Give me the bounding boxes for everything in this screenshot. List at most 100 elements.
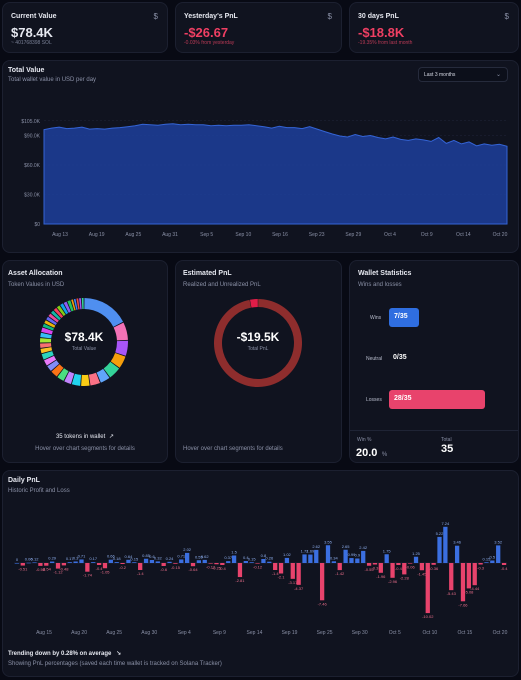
pnl-bar[interactable] bbox=[443, 526, 448, 563]
pnl-bar[interactable] bbox=[237, 563, 243, 578]
estimated-pnl-donut[interactable] bbox=[210, 295, 306, 391]
donut-segment[interactable] bbox=[249, 299, 258, 308]
pnl-bar[interactable] bbox=[138, 563, 143, 570]
pnl-bar[interactable] bbox=[425, 563, 430, 614]
pnl-bar[interactable] bbox=[466, 563, 471, 589]
pnl-bar[interactable] bbox=[44, 563, 49, 566]
pnl-bar[interactable] bbox=[50, 561, 55, 563]
pnl-bar[interactable] bbox=[319, 563, 325, 601]
donut-segment[interactable] bbox=[53, 307, 64, 318]
donut-segment[interactable] bbox=[76, 298, 80, 310]
range-select[interactable]: Last 3 months ⌄ bbox=[418, 67, 508, 82]
pnl-bar[interactable] bbox=[366, 563, 372, 566]
pnl-bar[interactable] bbox=[20, 563, 25, 566]
pnl-bar[interactable] bbox=[32, 562, 37, 563]
donut-segment[interactable] bbox=[103, 361, 120, 378]
pnl-bar[interactable] bbox=[249, 562, 254, 563]
pnl-bar[interactable] bbox=[278, 563, 284, 574]
donut-segment[interactable] bbox=[96, 368, 110, 383]
pnl-bar[interactable] bbox=[120, 563, 125, 564]
pnl-bar[interactable] bbox=[67, 562, 72, 563]
pnl-bar[interactable] bbox=[114, 562, 119, 563]
donut-segment[interactable] bbox=[42, 323, 54, 331]
pnl-bar[interactable] bbox=[243, 561, 248, 563]
donut-segment[interactable] bbox=[44, 320, 56, 328]
pnl-bar[interactable] bbox=[226, 561, 231, 563]
donut-segment[interactable] bbox=[63, 301, 71, 313]
pnl-bar[interactable] bbox=[167, 561, 172, 563]
pnl-bar[interactable] bbox=[126, 559, 131, 563]
pnl-bar[interactable] bbox=[361, 550, 366, 563]
pnl-bar[interactable] bbox=[449, 563, 454, 591]
donut-segment[interactable] bbox=[40, 332, 52, 339]
pnl-bar[interactable] bbox=[296, 563, 301, 585]
pnl-bar[interactable] bbox=[408, 563, 413, 564]
pnl-bar[interactable] bbox=[478, 563, 483, 565]
donut-segment[interactable] bbox=[56, 305, 66, 317]
pnl-bar[interactable] bbox=[185, 552, 190, 563]
donut-segment[interactable] bbox=[57, 368, 69, 381]
pnl-bar[interactable] bbox=[284, 557, 290, 563]
pnl-bar[interactable] bbox=[331, 561, 336, 563]
pnl-bar[interactable] bbox=[190, 563, 196, 567]
pnl-bar[interactable] bbox=[372, 563, 378, 565]
donut-segment[interactable] bbox=[88, 372, 101, 386]
donut-segment[interactable] bbox=[81, 374, 90, 386]
pnl-bar[interactable] bbox=[61, 563, 67, 566]
pnl-bar[interactable] bbox=[79, 559, 84, 563]
donut-segment[interactable] bbox=[71, 299, 76, 311]
pnl-bar[interactable] bbox=[308, 554, 313, 563]
donut-segment[interactable] bbox=[41, 351, 54, 360]
pnl-bar[interactable] bbox=[55, 563, 61, 569]
pnl-bar[interactable] bbox=[302, 554, 307, 563]
pnl-bar[interactable] bbox=[314, 549, 319, 563]
pnl-bar[interactable] bbox=[26, 562, 31, 564]
pnl-bar[interactable] bbox=[96, 563, 102, 565]
donut-segment[interactable] bbox=[40, 347, 53, 354]
pnl-bar[interactable] bbox=[501, 563, 507, 565]
pnl-bar[interactable] bbox=[290, 563, 295, 579]
pnl-bar[interactable] bbox=[490, 560, 495, 564]
pnl-bar[interactable] bbox=[261, 559, 266, 563]
donut-segment[interactable] bbox=[64, 371, 75, 385]
pnl-bar[interactable] bbox=[102, 563, 108, 569]
donut-segment[interactable] bbox=[110, 353, 126, 368]
pnl-bar[interactable] bbox=[390, 563, 395, 578]
pnl-bar[interactable] bbox=[419, 563, 425, 571]
donut-segment[interactable] bbox=[73, 298, 78, 310]
pnl-bar[interactable] bbox=[208, 563, 213, 564]
pnl-bar[interactable] bbox=[325, 545, 331, 563]
pnl-bar[interactable] bbox=[155, 561, 160, 563]
pnl-bar[interactable] bbox=[355, 558, 360, 564]
pnl-bar[interactable] bbox=[14, 563, 20, 564]
pnl-bar[interactable] bbox=[149, 560, 155, 563]
pnl-bar[interactable] bbox=[179, 559, 184, 563]
pnl-bar[interactable] bbox=[214, 563, 219, 565]
pnl-bar[interactable] bbox=[402, 563, 407, 575]
donut-segment[interactable] bbox=[113, 322, 128, 341]
pnl-bar[interactable] bbox=[472, 563, 477, 586]
pnl-bar[interactable] bbox=[231, 555, 237, 564]
pnl-bar[interactable] bbox=[378, 563, 383, 573]
donut-segment[interactable] bbox=[48, 313, 59, 323]
pnl-bar[interactable] bbox=[396, 563, 401, 565]
donut-segment[interactable] bbox=[40, 338, 52, 343]
pnl-bar[interactable] bbox=[173, 563, 178, 564]
pnl-bar[interactable] bbox=[273, 563, 278, 570]
pnl-bar[interactable] bbox=[343, 549, 348, 563]
pnl-bar[interactable] bbox=[431, 563, 436, 565]
pnl-bar[interactable] bbox=[437, 536, 442, 563]
pnl-bar[interactable] bbox=[454, 545, 460, 563]
pnl-bar[interactable] bbox=[496, 545, 501, 563]
donut-segment[interactable] bbox=[81, 298, 84, 310]
donut-segment[interactable] bbox=[79, 298, 82, 310]
pnl-bar[interactable] bbox=[267, 561, 272, 563]
donut-segment[interactable] bbox=[41, 327, 53, 335]
donut-segment[interactable] bbox=[44, 355, 57, 366]
asset-allocation-donut[interactable] bbox=[36, 294, 132, 390]
donut-segment[interactable] bbox=[40, 343, 52, 348]
pnl-bar[interactable] bbox=[202, 559, 207, 563]
pnl-bar[interactable] bbox=[349, 558, 354, 563]
pnl-bar[interactable] bbox=[91, 562, 96, 563]
donut-segment[interactable] bbox=[67, 300, 74, 312]
